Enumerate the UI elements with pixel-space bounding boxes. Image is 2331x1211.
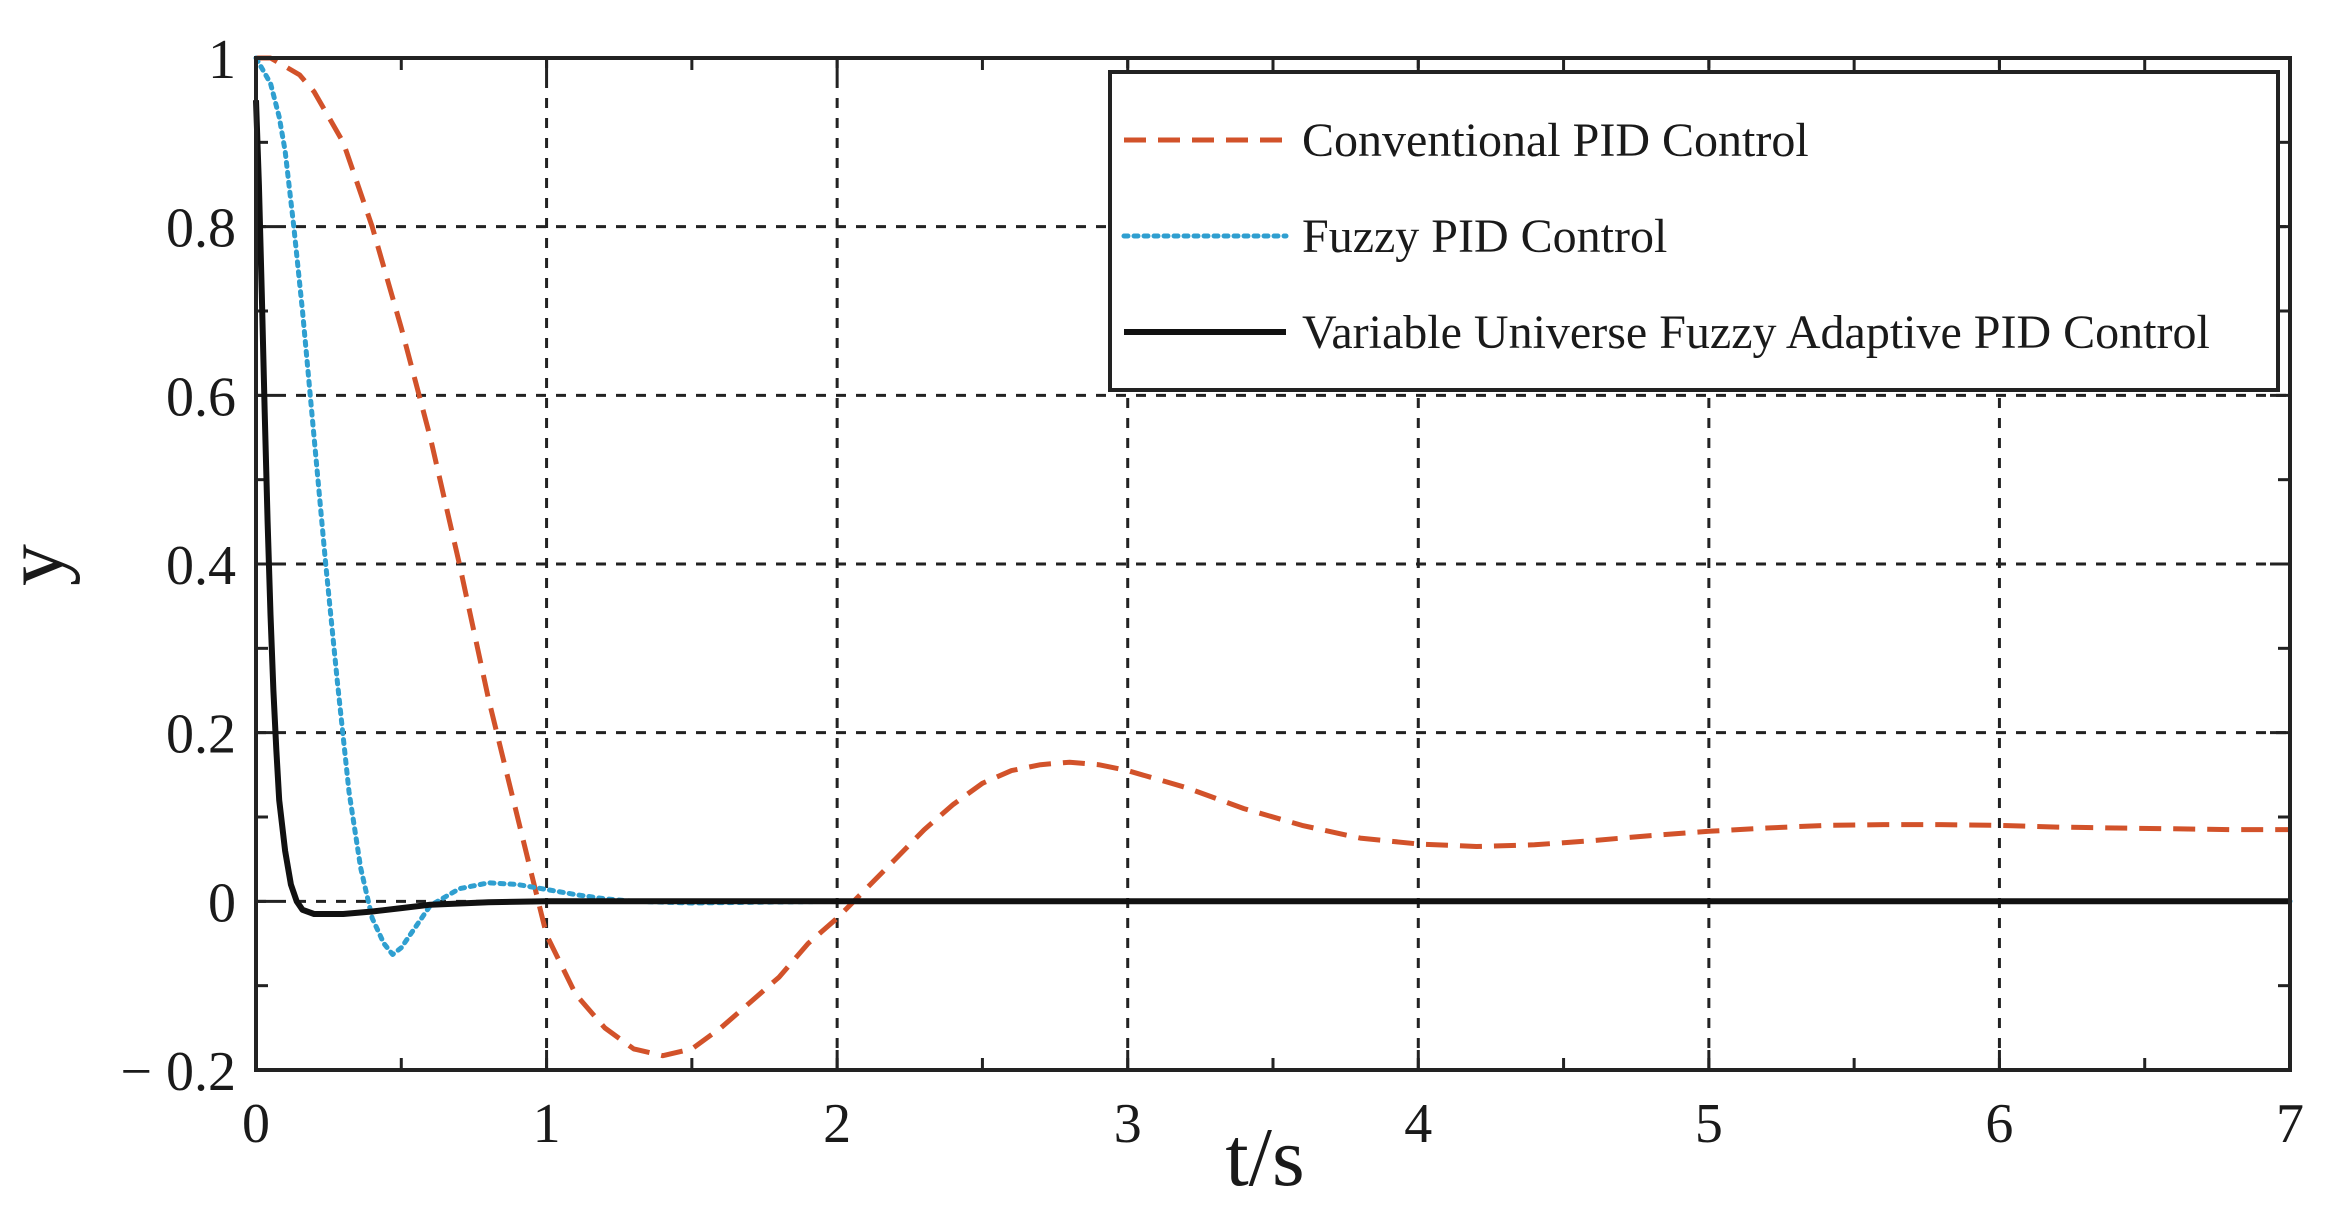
x-tick-label: 1 xyxy=(533,1093,561,1155)
y-tick-label: 0 xyxy=(208,872,236,934)
y-tick-label: 0.6 xyxy=(166,366,236,428)
y-axis-label: y xyxy=(0,544,81,586)
x-tick-labels: 0 1 2 3 4 5 6 7 xyxy=(242,1093,2304,1155)
y-tick-label: − 0.2 xyxy=(120,1041,236,1103)
legend-label-0: Conventional PID Control xyxy=(1302,114,1809,167)
x-tick-label: 4 xyxy=(1404,1093,1432,1155)
x-axis-label: t/s xyxy=(1225,1111,1304,1204)
series-line-2 xyxy=(253,100,2290,917)
y-tick-label: 0.4 xyxy=(166,535,236,597)
legend: Conventional PID Control Fuzzy PID Contro… xyxy=(1108,70,2280,392)
x-tick-label: 2 xyxy=(823,1093,851,1155)
series-lines xyxy=(253,55,2293,1059)
x-tick-label: 3 xyxy=(1114,1093,1142,1155)
series-line-0 xyxy=(256,55,2290,1059)
x-tick-label: 7 xyxy=(2276,1093,2304,1155)
series-line-1 xyxy=(253,55,2293,957)
legend-label-1: Fuzzy PID Control xyxy=(1302,210,1667,263)
legend-box xyxy=(1108,70,2280,392)
y-tick-label: 0.2 xyxy=(166,704,236,766)
y-tick-label: 1 xyxy=(208,29,236,91)
y-tick-label: 0.8 xyxy=(166,198,236,260)
legend-label-2: Variable Universe Fuzzy Adaptive PID Con… xyxy=(1302,306,2210,359)
x-tick-label: 0 xyxy=(242,1093,270,1155)
x-tick-label: 5 xyxy=(1695,1093,1723,1155)
plot-frame xyxy=(254,56,2292,1072)
y-tick-labels: − 0.2 0 0.2 0.4 0.6 0.8 1 xyxy=(120,29,236,1103)
x-tick-label: 6 xyxy=(1985,1093,2013,1155)
